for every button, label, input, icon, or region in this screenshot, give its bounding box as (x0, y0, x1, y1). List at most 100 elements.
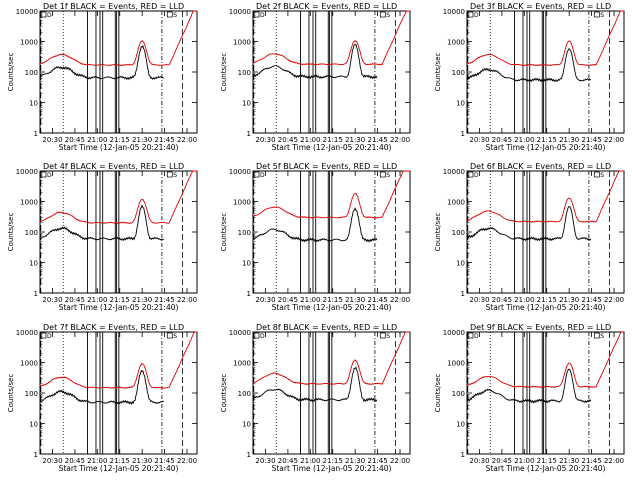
series-events (252, 366, 378, 403)
series-lld (40, 331, 197, 389)
series-lld (466, 10, 624, 67)
x-tick-label: 20:45 (492, 457, 512, 465)
x-tick-label: 21:15 (110, 457, 130, 465)
y-tick-label: 1000 (447, 199, 465, 207)
legend-box-d (467, 332, 474, 339)
x-axis-label: Start Time (12-Jan-05 20:21:40) (486, 464, 606, 473)
x-tick-label: 21:30 (559, 457, 579, 465)
y-tick-label: 10000 (443, 8, 465, 16)
y-tick-label: 1000 (233, 39, 251, 47)
x-tick-label: 20:30 (469, 296, 489, 304)
legend-box-d (467, 171, 474, 178)
y-tick-label: 10000 (443, 168, 465, 176)
series-lld (466, 170, 624, 223)
x-tick-label: 20:30 (42, 457, 62, 465)
x-tick-label: 20:45 (492, 136, 512, 144)
x-tick-label: 20:30 (255, 136, 275, 144)
chart-title: Det 1f BLACK = Events, RED = LLD (43, 2, 184, 11)
chart-title: Det 9f BLACK = Events, RED = LLD (470, 323, 611, 332)
y-tick-label: 10 (242, 421, 251, 429)
x-tick-label: 20:45 (65, 457, 85, 465)
x-tick-label: 21:15 (537, 136, 557, 144)
legend-box-d (253, 171, 260, 178)
x-tick-label: 21:30 (132, 136, 152, 144)
y-tick-label: 1000 (20, 39, 38, 47)
chart-panel: Det 7f BLACK = Events, RED = LLD 1 10 100 10… (7, 323, 198, 473)
series-events (39, 369, 164, 405)
legend-mark: D (474, 172, 479, 179)
chart-title: Det 4f BLACK = Events, RED = LLD (43, 162, 184, 171)
x-tick-label: 20:45 (278, 296, 298, 304)
y-axis-label: Counts/sec (220, 374, 228, 413)
series-events (466, 368, 592, 404)
legend-mark: S (600, 333, 604, 340)
x-tick-label: 20:30 (42, 296, 62, 304)
y-tick-label: 1000 (233, 360, 251, 368)
y-tick-label: 10000 (229, 8, 251, 16)
series-lld (252, 10, 410, 66)
y-tick-label: 100 (238, 229, 251, 237)
legend-mark: D (47, 172, 52, 179)
x-tick-label: 20:45 (278, 136, 298, 144)
x-tick-label: 21:30 (132, 296, 152, 304)
legend-mark: S (386, 172, 390, 179)
y-tick-label: 10 (242, 260, 251, 268)
y-tick-label: 1 (247, 130, 251, 138)
x-tick-label: 21:15 (537, 296, 557, 304)
legend-box-d (40, 332, 47, 339)
x-tick-label: 21:15 (537, 457, 557, 465)
y-tick-label: 10 (29, 421, 38, 429)
x-tick-label: 21:30 (132, 457, 152, 465)
x-tick-label: 21:45 (582, 296, 602, 304)
x-tick-label: 22:00 (604, 136, 624, 144)
y-axis-label: Counts/sec (434, 53, 442, 92)
chart-panel: Det 3f BLACK = Events, RED = LLD 1 10 100 10… (434, 2, 625, 152)
x-tick-label: 20:30 (469, 136, 489, 144)
legend-box-d (253, 11, 260, 18)
x-tick-label: 21:00 (514, 457, 534, 465)
x-tick-label: 20:45 (492, 296, 512, 304)
legend-box-s (379, 171, 386, 178)
x-tick-label: 22:00 (390, 136, 410, 144)
chart-panel: Det 5f BLACK = Events, RED = LLD 1 10 100 10… (220, 162, 411, 312)
series-events (466, 206, 592, 242)
y-tick-label: 1 (34, 451, 38, 459)
x-tick-label: 20:45 (65, 136, 85, 144)
x-tick-label: 21:30 (345, 296, 365, 304)
legend-mark: S (600, 172, 604, 179)
y-tick-label: 10000 (16, 329, 38, 337)
x-axis-label: Start Time (12-Jan-05 20:21:40) (486, 303, 606, 312)
y-axis-label: Counts/sec (7, 374, 15, 413)
y-tick-label: 100 (25, 69, 38, 77)
legend-mark: S (386, 12, 390, 19)
y-tick-label: 1 (461, 451, 465, 459)
x-tick-label: 22:00 (177, 457, 197, 465)
x-axis-label: Start Time (12-Jan-05 20:21:40) (486, 143, 606, 152)
y-tick-label: 1000 (447, 39, 465, 47)
legend-box-s (379, 332, 386, 339)
y-tick-label: 100 (25, 390, 38, 398)
y-tick-label: 10 (456, 421, 465, 429)
y-tick-label: 10000 (16, 168, 38, 176)
y-tick-label: 10000 (229, 168, 251, 176)
x-tick-label: 20:30 (42, 136, 62, 144)
x-tick-label: 20:45 (65, 296, 85, 304)
legend-mark: D (47, 12, 52, 19)
x-axis-label: Start Time (12-Jan-05 20:21:40) (272, 303, 392, 312)
y-tick-label: 10 (456, 100, 465, 108)
y-axis-label: Counts/sec (7, 53, 15, 92)
x-tick-label: 21:00 (87, 457, 107, 465)
chart-title: Det 7f BLACK = Events, RED = LLD (43, 323, 184, 332)
series-lld (39, 170, 197, 225)
chart-panel: Det 9f BLACK = Events, RED = LLD 1 10 100 10… (434, 323, 625, 473)
y-tick-label: 100 (25, 229, 38, 237)
y-axis-label: Counts/sec (7, 213, 15, 252)
series-lld (466, 331, 624, 388)
chart-panel: Det 2f BLACK = Events, RED = LLD 1 10 100 10… (220, 2, 411, 152)
x-tick-label: 21:45 (368, 136, 388, 144)
x-tick-label: 20:30 (255, 457, 275, 465)
legend-mark: D (474, 333, 479, 340)
chart-panel: Det 6f BLACK = Events, RED = LLD 1 10 100 10… (434, 162, 625, 312)
x-tick-label: 21:00 (87, 296, 107, 304)
